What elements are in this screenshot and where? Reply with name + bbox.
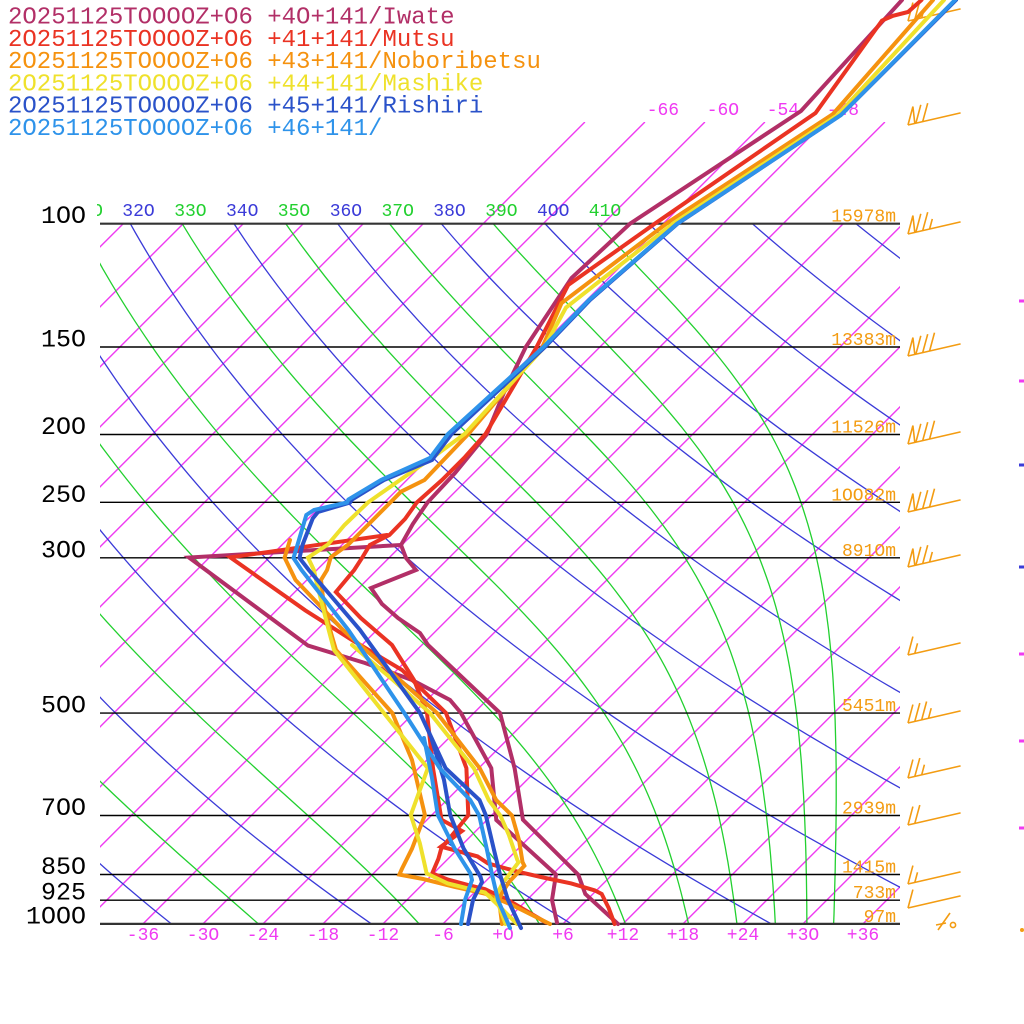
svg-text:7OO: 7OO: [41, 794, 86, 823]
svg-text:41O: 41O: [589, 202, 621, 222]
svg-text:-3O: -3O: [187, 926, 219, 946]
svg-text:1OO: 1OO: [41, 202, 86, 231]
svg-text:5OO: 5OO: [41, 692, 86, 721]
svg-text:2O251125TOOOOZ+O6 +4O+141/Iwat: 2O251125TOOOOZ+O6 +4O+141/Iwate: [8, 5, 454, 32]
svg-text:25O: 25O: [41, 481, 86, 510]
svg-text:+6: +6: [552, 926, 574, 946]
svg-text:32O: 32O: [122, 202, 154, 222]
svg-text:-54: -54: [767, 101, 799, 121]
svg-text:2O251125TOOOOZ+O6 +44+141/Mash: 2O251125TOOOOZ+O6 +44+141/Mashike: [8, 71, 483, 98]
svg-text:+24: +24: [727, 926, 759, 946]
svg-text:-36: -36: [127, 926, 159, 946]
svg-text:34O: 34O: [226, 202, 258, 222]
svg-text:11526m: 11526m: [831, 419, 896, 439]
svg-text:4OO: 4OO: [537, 202, 569, 222]
svg-text:2O251125TOOOOZ+O6 +43+141/Nobo: 2O251125TOOOOZ+O6 +43+141/Noboribetsu: [8, 49, 541, 76]
svg-text:31O: 31O: [71, 202, 103, 222]
svg-text:15O: 15O: [41, 326, 86, 355]
svg-text:2OO: 2OO: [41, 413, 86, 442]
svg-text:-18: -18: [307, 926, 339, 946]
svg-text:+3O: +3O: [787, 926, 819, 946]
svg-text:3OO: 3OO: [41, 536, 86, 565]
svg-text:2O251125TOOOOZ+O6 +41+141/Muts: 2O251125TOOOOZ+O6 +41+141/Mutsu: [8, 27, 454, 54]
svg-text:1415m: 1415m: [842, 859, 896, 879]
svg-text:15978m: 15978m: [831, 208, 896, 228]
svg-text:13383m: 13383m: [831, 331, 896, 351]
svg-text:-12: -12: [367, 926, 399, 946]
svg-text:-6: -6: [432, 926, 454, 946]
svg-text:36O: 36O: [330, 202, 362, 222]
svg-text:891Om: 891Om: [842, 542, 896, 562]
svg-text:33O: 33O: [174, 202, 206, 222]
svg-text:-6O: -6O: [707, 101, 739, 121]
svg-text:2939m: 2939m: [842, 800, 896, 820]
svg-text:+O: +O: [492, 926, 514, 946]
svg-text:85O: 85O: [41, 853, 86, 882]
svg-text:925: 925: [41, 879, 86, 908]
svg-text:1OO82m: 1OO82m: [831, 486, 896, 506]
svg-text:+12: +12: [607, 926, 639, 946]
svg-text:1OOO: 1OOO: [26, 902, 86, 931]
svg-text:35O: 35O: [278, 202, 310, 222]
svg-text:38O: 38O: [433, 202, 465, 222]
svg-text:5451m: 5451m: [842, 697, 896, 717]
svg-text:+36: +36: [847, 926, 879, 946]
svg-text:-66: -66: [647, 101, 679, 121]
svg-text:-24: -24: [247, 926, 279, 946]
svg-text:37O: 37O: [382, 202, 414, 222]
svg-text:39O: 39O: [485, 202, 517, 222]
svg-text:2O251125TOOOOZ+O6 +45+141/Rish: 2O251125TOOOOZ+O6 +45+141/Rishiri: [8, 94, 483, 121]
svg-text:97m: 97m: [864, 908, 896, 928]
svg-text:2O251125TOOOOZ+O6 +46+141/: 2O251125TOOOOZ+O6 +46+141/: [8, 116, 382, 143]
svg-text:733m: 733m: [853, 884, 896, 904]
svg-text:+18: +18: [667, 926, 699, 946]
